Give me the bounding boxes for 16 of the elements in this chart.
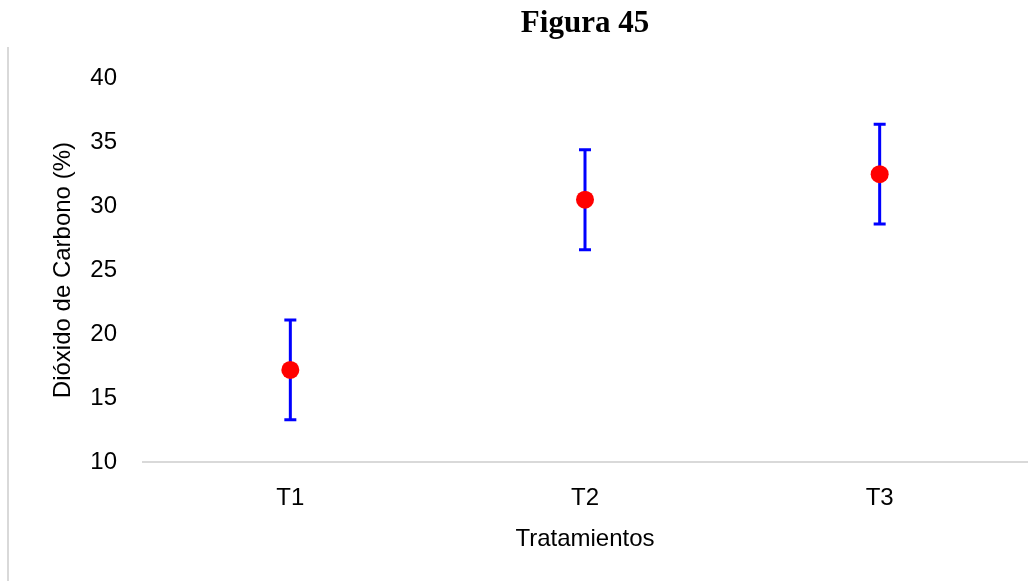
point (870, 165, 889, 184)
x-axis-title: Tratamientos (515, 524, 655, 552)
x-tick-label: T3 (865, 483, 894, 511)
y-tick-label: 15 (90, 382, 117, 410)
x-tick-label: T2 (570, 483, 600, 511)
y-tick-label: 25 (90, 254, 117, 282)
point (281, 360, 300, 379)
y-axis-title: Dióxido de Carbono (%) (48, 142, 76, 399)
y-tick-label: 40 (90, 62, 117, 90)
y-tick-label: 20 (90, 318, 117, 346)
chart-title: Figura 45 (520, 3, 650, 39)
x-tick-label: T1 (276, 483, 305, 511)
y-tick-label: 30 (90, 190, 117, 218)
point (576, 190, 594, 209)
y-tick-label: 35 (90, 126, 117, 154)
y-tick-label: 10 (90, 446, 117, 474)
